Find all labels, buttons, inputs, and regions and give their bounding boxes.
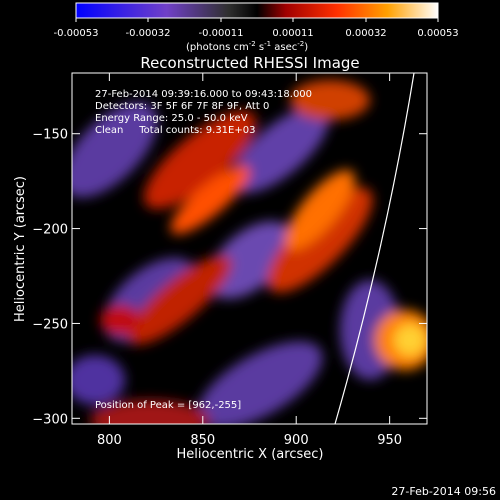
colorbar-unit-label: (photons cm-2 s-1 asec-2) [186, 40, 308, 53]
annotation-clean: Clean Total counts: 9.31E+03 [95, 125, 255, 136]
annotation-energy: Energy Range: 25.0 - 50.0 keV [95, 113, 248, 124]
annotation-detectors: Detectors: 3F 5F 6F 7F 8F 9F, Att 0 [95, 101, 269, 112]
colorbar-ticks [75, 18, 439, 22]
y-tick-label: −250 [32, 317, 68, 332]
y-tick-label: −300 [32, 412, 68, 427]
y-axis: −150 −200 −250 −300 [32, 128, 427, 427]
colorbar-tick-label: 0.00032 [345, 28, 386, 39]
footer-timestamp: 27-Feb-2014 09:56 [391, 485, 496, 498]
colorbar-tick-label: -0.00011 [199, 28, 244, 39]
annotation-peak: Position of Peak = [962,-255] [95, 400, 241, 411]
colorbar [75, 2, 439, 19]
colorbar-tick-label: 0.00053 [417, 28, 458, 39]
annotation-time-range: 27-Feb-2014 09:39:16.000 to 09:43:18.000 [95, 89, 312, 100]
x-tick-label: 900 [284, 433, 309, 448]
x-axis: 800 850 900 950 [97, 73, 402, 448]
x-tick-label: 950 [377, 433, 402, 448]
plot-frame [71, 72, 428, 425]
colorbar-tick-label: -0.00032 [126, 28, 171, 39]
heatmap-image [72, 73, 427, 424]
y-tick-label: −200 [32, 223, 68, 238]
solar-limb [334, 73, 415, 424]
x-axis-label: Heliocentric X (arcsec) [177, 447, 324, 462]
colorbar-tick-label: 0.00011 [272, 28, 313, 39]
x-tick-label: 800 [97, 433, 122, 448]
chart-title: Reconstructed RHESSI Image [140, 54, 359, 72]
colorbar-tick-label: -0.00053 [54, 28, 99, 39]
y-axis-label: Heliocentric Y (arcsec) [13, 176, 28, 322]
y-tick-label: −150 [32, 128, 68, 143]
x-tick-label: 850 [190, 433, 215, 448]
